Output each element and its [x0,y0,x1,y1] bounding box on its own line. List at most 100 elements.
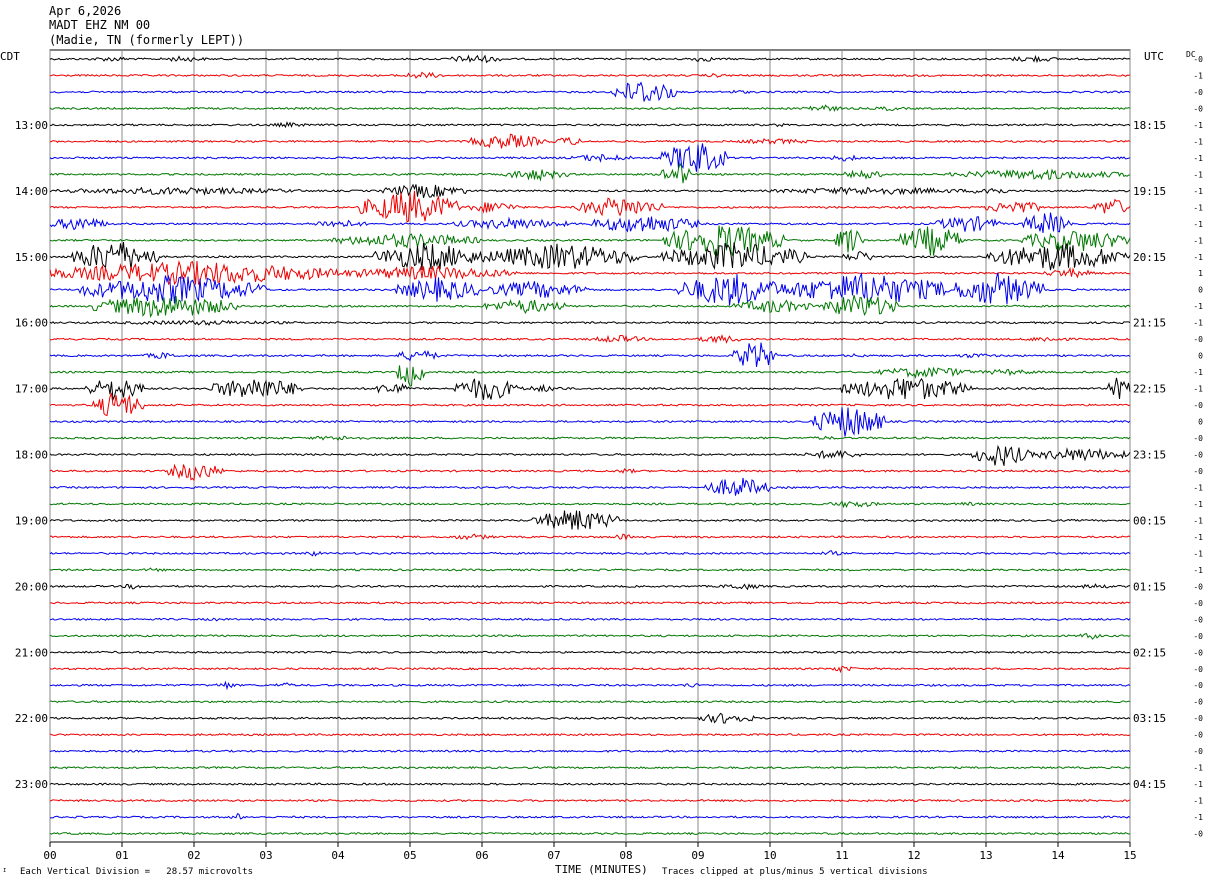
x-tick-label: 13 [979,849,992,862]
dc-offset-label: 0 [1198,352,1203,361]
footer-clip-note: Traces clipped at plus/minus 5 vertical … [662,867,928,877]
trace-line [49,813,1131,820]
trace-line [49,798,1131,803]
trace-line [49,162,1131,184]
trace-line [49,319,1131,326]
trace-line [49,183,1131,198]
trace-line [49,365,1130,387]
trace-line [49,104,1131,112]
dc-offset-label: -1 [1193,154,1203,163]
trace-line [49,712,1131,724]
trace-line [49,260,1131,286]
dc-offset-label: -1 [1193,203,1203,212]
dc-offset-label: -1 [1193,500,1203,509]
left-hour-label: 17:00 [15,383,48,396]
trace-line [49,133,1131,149]
dc-offset-label: -0 [1193,451,1203,460]
x-tick-label: 10 [763,849,776,862]
header-location: (Madie, TN (formerly LEPT)) [49,33,245,47]
left-timezone-label: CDT [0,50,20,63]
left-hour-label: 14:00 [15,185,48,198]
x-tick-label: 07 [547,849,560,862]
footer-vertical-division: Each Vertical Division = 28.57 microvolt… [20,867,253,877]
dc-offset-label: -0 [1193,335,1203,344]
trace-line [49,294,1131,319]
dc-offset-label: 0 [1198,286,1203,295]
dc-offset-label: -0 [1193,599,1203,608]
trace-line [50,700,1131,704]
trace-line [49,510,1131,530]
trace-line [49,477,1131,496]
x-axis-title: TIME (MINUTES) [555,863,648,876]
right-hour-label: 18:15 [1133,119,1166,132]
trace-line [49,633,1131,640]
right-hour-label: 01:15 [1133,580,1166,593]
trace-line [49,81,1131,102]
left-hour-label: 19:00 [15,514,48,527]
trace-line [49,500,1131,509]
left-hour-label: 20:00 [15,580,48,593]
trace-line [49,121,1131,129]
dc-offset-label: -1 [1193,71,1203,80]
x-tick-label: 15 [1123,849,1136,862]
dc-offset-label: -0 [1193,681,1203,690]
dc-offset-label: -1 [1193,170,1203,179]
dc-offset-label: -1 [1193,121,1203,130]
dc-offset-label: -1 [1193,220,1203,229]
left-hour-label: 22:00 [15,712,48,725]
right-hour-label: 04:15 [1133,778,1166,791]
dc-offset-label: 1 [1198,269,1203,278]
dc-offset-label: -0 [1193,401,1203,410]
header-date: Apr 6,2026 [49,4,122,18]
dc-offset-label: -0 [1193,632,1203,641]
dc-offset-label: -0 [1193,698,1203,707]
right-hour-label: 00:15 [1133,514,1166,527]
dc-offset-label: -0 [1193,714,1203,723]
dc-offset-label: -0 [1193,615,1203,624]
dc-offset-label: -0 [1193,830,1203,839]
dc-offset-label: -1 [1193,533,1203,542]
trace-line [49,617,1131,622]
trace-line [49,533,1131,542]
dc-offset-label: -1 [1193,236,1203,245]
trace-line [49,444,1131,466]
x-tick-label: 03 [259,849,272,862]
dc-offset-label: -0 [1193,648,1203,657]
x-tick-label: 04 [331,849,345,862]
trace-line [49,392,1131,417]
trace-line [49,765,1131,770]
x-tick-label: 12 [907,849,920,862]
trace-line [49,583,1130,591]
x-tick-label: 02 [187,849,200,862]
trace-line [49,54,1131,64]
trace-line [49,435,1131,442]
dc-offset-label: -1 [1193,253,1203,262]
trace-line [49,271,1131,306]
dc-offset-label: -1 [1193,516,1203,525]
x-tick-label: 05 [403,849,416,862]
left-hour-label: 18:00 [15,449,48,462]
trace-line [49,733,1131,737]
dc-offset-label: -1 [1193,566,1203,575]
dc-offset-label: -0 [1193,731,1203,740]
right-hour-label: 02:15 [1133,646,1166,659]
x-tick-label: 09 [691,849,704,862]
right-timezone-label: UTC [1144,50,1164,63]
dc-offset-label: -1 [1193,780,1203,789]
dc-offset-label: -1 [1193,187,1203,196]
dc-offset-label: -0 [1193,55,1203,64]
dc-offset-label: -1 [1193,483,1203,492]
trace-line [49,143,1131,172]
dc-offset-label: -0 [1193,434,1203,443]
dc-offset-label: -1 [1193,797,1203,806]
right-hour-label: 20:15 [1133,251,1166,264]
trace-line [50,601,1131,605]
left-hour-label: 15:00 [15,251,48,264]
right-hour-label: 23:15 [1133,449,1166,462]
trace-line [49,212,1131,233]
dc-offset-label: -1 [1193,549,1203,558]
trace-line [49,377,1131,402]
right-hour-label: 22:15 [1133,383,1166,396]
dc-offset-label: -1 [1193,302,1203,311]
